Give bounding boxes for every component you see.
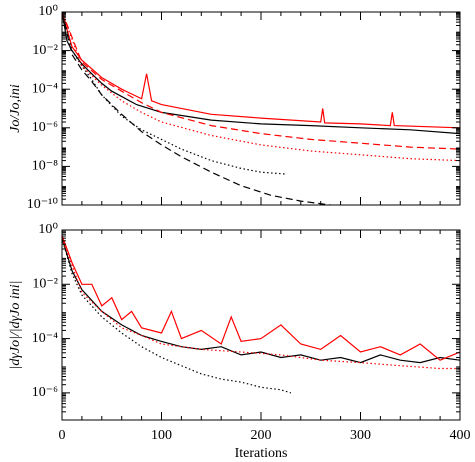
data-line bbox=[62, 237, 460, 370]
y-tick-label: 10⁻¹⁰ bbox=[27, 197, 59, 212]
y-tick-label: 10⁻⁴ bbox=[32, 331, 58, 346]
y-axis-label: |dγJo|/|dγJo ini| bbox=[8, 280, 23, 369]
data-line bbox=[62, 238, 460, 364]
y-axis-label: Jo/Jo,ini bbox=[8, 84, 23, 133]
x-axis-label: Iterations bbox=[235, 446, 288, 461]
plot-area bbox=[62, 12, 460, 205]
y-tick-label: 10⁻⁸ bbox=[32, 159, 58, 174]
x-tick-label: 200 bbox=[251, 428, 272, 443]
y-tick-label: 10⁻² bbox=[32, 277, 58, 292]
data-line bbox=[62, 12, 460, 129]
data-line bbox=[62, 12, 460, 150]
y-tick-label: 10⁻² bbox=[32, 43, 58, 58]
data-line bbox=[62, 12, 331, 205]
y-tick-label: 10⁰ bbox=[38, 4, 58, 19]
data-line bbox=[62, 12, 460, 162]
plot-area bbox=[62, 235, 460, 394]
x-tick-label: 300 bbox=[350, 428, 371, 443]
data-line bbox=[62, 12, 460, 135]
data-line bbox=[62, 235, 460, 361]
data-line bbox=[62, 12, 286, 175]
axes-frame bbox=[61, 11, 461, 206]
axes-frame bbox=[61, 229, 461, 421]
x-tick-label: 0 bbox=[59, 428, 66, 443]
y-tick-label: 10⁻⁴ bbox=[32, 81, 58, 96]
data-line bbox=[62, 238, 292, 394]
x-tick-label: 400 bbox=[450, 428, 471, 443]
y-tick-label: 10⁰ bbox=[38, 222, 58, 237]
y-tick-label: 10⁻⁶ bbox=[32, 385, 58, 400]
y-tick-label: 10⁻⁶ bbox=[32, 120, 58, 135]
x-tick-label: 100 bbox=[151, 428, 172, 443]
